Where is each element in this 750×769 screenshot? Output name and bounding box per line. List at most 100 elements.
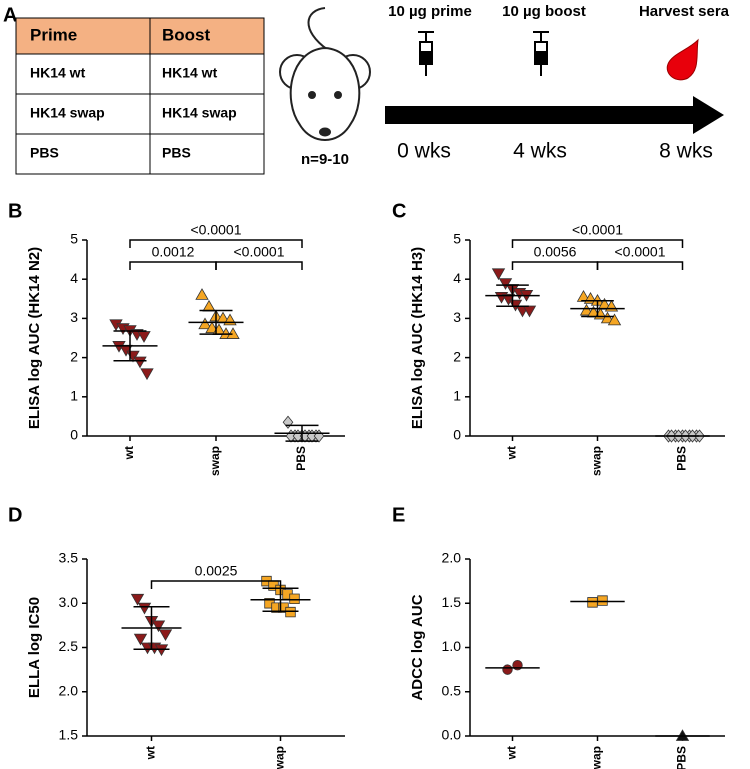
y-tick-label: 2 bbox=[70, 348, 78, 364]
error-bar bbox=[285, 424, 319, 442]
table-header: Prime bbox=[30, 25, 77, 44]
data-point bbox=[133, 633, 148, 646]
panel-label: A bbox=[3, 4, 17, 26]
y-tick-label: 2 bbox=[453, 348, 461, 364]
p-value-label: 0.0025 bbox=[195, 563, 238, 579]
significance-bracket bbox=[150, 580, 282, 589]
data-point bbox=[522, 305, 537, 318]
significance-bracket bbox=[129, 261, 217, 270]
x-tick-label: wt bbox=[122, 446, 136, 460]
group-points bbox=[491, 268, 537, 318]
error-bar bbox=[199, 309, 233, 335]
table-header: Boost bbox=[162, 25, 211, 44]
y-tick-label: 5 bbox=[453, 231, 461, 247]
table-header-bg bbox=[15, 17, 265, 55]
y-axis-label: ELISA log AUC (HK14 N2) bbox=[26, 247, 43, 429]
timeline-arrow bbox=[385, 106, 695, 124]
panel-label: C bbox=[392, 200, 406, 222]
group-points bbox=[282, 415, 325, 443]
significance-bracket bbox=[511, 261, 599, 270]
p-value-label: <0.0001 bbox=[572, 222, 623, 238]
x-tick-label: swap bbox=[273, 746, 287, 769]
data-point bbox=[202, 299, 216, 312]
y-axis-label: ELLA log IC50 bbox=[26, 597, 43, 698]
y-tick-label: 0 bbox=[70, 427, 78, 443]
error-bar bbox=[133, 606, 170, 651]
y-tick-label: 1.5 bbox=[59, 727, 79, 743]
significance-bracket bbox=[129, 239, 303, 248]
data-point bbox=[597, 595, 608, 606]
data-point bbox=[151, 620, 166, 633]
p-value-label: 0.0056 bbox=[534, 244, 577, 260]
x-tick-label: wt bbox=[505, 446, 519, 460]
error-bar bbox=[496, 284, 529, 307]
x-tick-label: wt bbox=[144, 746, 158, 760]
table-cell: HK14 wt bbox=[30, 65, 86, 81]
x-tick-label: swap bbox=[590, 746, 604, 769]
table-cell: PBS bbox=[162, 145, 191, 161]
time-label: 8 wks bbox=[659, 140, 713, 163]
data-point bbox=[140, 368, 154, 381]
time-label: 0 wks bbox=[397, 140, 451, 163]
y-tick-label: 3.0 bbox=[59, 594, 79, 610]
data-point bbox=[137, 602, 152, 615]
time-label: 4 wks bbox=[513, 140, 567, 163]
event-label: 10 µg prime bbox=[388, 3, 472, 20]
data-point bbox=[158, 629, 173, 642]
data-point bbox=[491, 268, 506, 281]
group-points bbox=[195, 288, 240, 339]
significance-bracket bbox=[215, 261, 303, 270]
y-tick-label: 1.0 bbox=[442, 638, 462, 654]
panel-label: B bbox=[8, 200, 22, 222]
syringe-icon bbox=[533, 31, 549, 76]
p-value-label: <0.0001 bbox=[234, 244, 285, 260]
y-tick-label: 4 bbox=[70, 270, 78, 286]
x-tick-label: swap bbox=[590, 446, 604, 476]
y-tick-label: 1 bbox=[70, 388, 78, 404]
error-bar bbox=[113, 330, 147, 362]
table-cell: PBS bbox=[30, 145, 59, 161]
timeline-arrowhead bbox=[693, 96, 724, 134]
y-tick-label: 2.0 bbox=[59, 682, 79, 698]
significance-bracket bbox=[596, 261, 684, 270]
data-point bbox=[195, 288, 209, 300]
regimen-table: Prime Boost HK14 wt HK14 wt HK14 swap HK… bbox=[15, 17, 265, 175]
data-point bbox=[198, 317, 212, 330]
y-tick-label: 4 bbox=[453, 270, 461, 286]
table-cell: HK14 swap bbox=[162, 105, 237, 121]
event-label: 10 µg boost bbox=[502, 3, 586, 20]
significance-bracket bbox=[511, 239, 684, 248]
group-points bbox=[576, 290, 622, 326]
y-tick-label: 3.5 bbox=[59, 550, 79, 566]
timeline: 10 µg prime 10 µg boost Harvest sera 0 w… bbox=[385, 3, 730, 163]
blood-drop-icon bbox=[666, 38, 699, 81]
data-point bbox=[289, 593, 300, 605]
x-tick-label: PBS bbox=[675, 746, 689, 769]
y-tick-label: 0 bbox=[453, 427, 461, 443]
y-axis-label: ELISA log AUC (HK14 H3) bbox=[409, 247, 426, 429]
p-value-label: <0.0001 bbox=[191, 222, 242, 238]
x-tick-label: swap bbox=[208, 446, 222, 476]
data-point bbox=[587, 597, 598, 608]
panel-label: D bbox=[8, 504, 22, 526]
event-label: Harvest sera bbox=[639, 3, 730, 20]
syringe-icon bbox=[418, 31, 434, 76]
data-point bbox=[205, 321, 219, 334]
y-tick-label: 1.5 bbox=[442, 594, 462, 610]
data-point bbox=[607, 313, 622, 326]
mouse-label: n=9-10 bbox=[301, 151, 349, 168]
p-value-label: 0.0012 bbox=[152, 244, 195, 260]
data-point bbox=[600, 311, 615, 324]
mouse-icon bbox=[279, 7, 371, 141]
table-border bbox=[15, 17, 265, 175]
data-point bbox=[501, 293, 516, 306]
data-point bbox=[282, 415, 294, 429]
y-tick-label: 5 bbox=[70, 231, 78, 247]
table-cell: HK14 wt bbox=[162, 65, 218, 81]
x-tick-label: PBS bbox=[294, 446, 308, 471]
x-tick-label: wt bbox=[505, 746, 519, 760]
data-point bbox=[498, 278, 513, 290]
y-tick-label: 2.0 bbox=[442, 550, 462, 566]
group-points bbox=[109, 319, 154, 381]
